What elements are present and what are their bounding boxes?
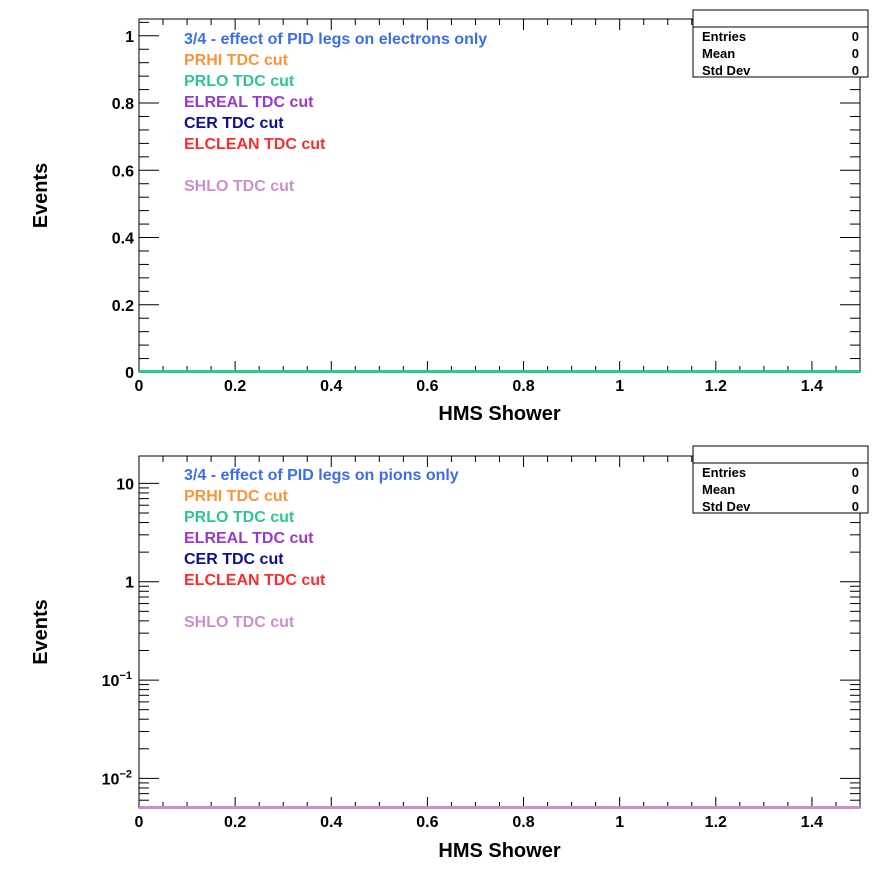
x-tick-label: 1.4 bbox=[801, 814, 823, 831]
stats-label: Std Dev bbox=[702, 499, 751, 514]
legend-entry: ELCLEAN TDC cut bbox=[184, 572, 326, 589]
y-tick-label: 0.2 bbox=[112, 298, 134, 315]
x-axis-title: HMS Shower bbox=[438, 840, 560, 862]
stats-value: 0 bbox=[852, 482, 859, 497]
y-tick-label: 1 bbox=[125, 29, 134, 46]
y-tick-label: 0.6 bbox=[112, 163, 134, 180]
legend-entry: ELCLEAN TDC cut bbox=[184, 136, 326, 153]
y-tick-label: 10 bbox=[116, 476, 134, 493]
x-tick-label: 0.8 bbox=[512, 814, 534, 831]
stats-label: Entries bbox=[702, 29, 746, 44]
stats-label: Std Dev bbox=[702, 63, 751, 78]
stats-label: Mean bbox=[702, 482, 735, 497]
y-tick-label: 10−2 bbox=[102, 768, 132, 788]
stats-value: 0 bbox=[852, 63, 859, 78]
stats-value: 0 bbox=[852, 499, 859, 514]
x-tick-label: 0.2 bbox=[224, 814, 246, 831]
stats-box bbox=[692, 445, 869, 514]
y-tick-label: 0.4 bbox=[112, 231, 134, 248]
legend-entry: PRHI TDC cut bbox=[184, 52, 289, 69]
x-tick-label: 0.6 bbox=[416, 814, 438, 831]
bottom-pad: 0 0.2 0.4 0.6 0.8 1 1.2 1.4 10 1 10−1 10−2 HMS Showe… bbox=[30, 445, 869, 862]
y-tick-label: 0 bbox=[125, 365, 134, 382]
y-tick-label: 0.8 bbox=[112, 96, 134, 113]
x-tick-label: 1.2 bbox=[705, 814, 727, 831]
x-tick-label: 0 bbox=[135, 814, 144, 831]
top-pad: 0 0.2 0.4 0.6 0.8 1 1.2 1.4 0 0.2 0.4 0.6 0.8 1 HMS Sh… bbox=[30, 9, 869, 425]
legend-entry: PRHI TDC cut bbox=[184, 488, 289, 505]
stats-value: 0 bbox=[852, 465, 859, 480]
legend-entry: PRLO TDC cut bbox=[184, 509, 295, 526]
x-tick-label: 0.8 bbox=[512, 378, 534, 395]
legend-entry: 3/4 - effect of PID legs on pions only bbox=[184, 467, 459, 484]
x-tick-label: 0.4 bbox=[320, 378, 342, 395]
legend-entry: SHLO TDC cut bbox=[184, 614, 295, 631]
x-tick-label: 0.6 bbox=[416, 378, 438, 395]
stats-box bbox=[692, 9, 869, 78]
x-tick-label: 0.2 bbox=[224, 378, 246, 395]
x-tick-label: 0 bbox=[135, 378, 144, 395]
stats-label: Mean bbox=[702, 46, 735, 61]
x-tick-label: 1.4 bbox=[801, 378, 823, 395]
legend-entry: SHLO TDC cut bbox=[184, 178, 295, 195]
x-tick-label: 1 bbox=[615, 814, 624, 831]
legend-entry: ELREAL TDC cut bbox=[184, 530, 314, 547]
y-axis-title: Events bbox=[30, 599, 52, 665]
legend-entry: CER TDC cut bbox=[184, 551, 284, 568]
y-axis-title: Events bbox=[30, 163, 52, 229]
y-tick-label: 10−1 bbox=[102, 670, 132, 690]
legend-entry: CER TDC cut bbox=[184, 115, 284, 132]
legend-entry: ELREAL TDC cut bbox=[184, 94, 314, 111]
x-tick-label: 0.4 bbox=[320, 814, 342, 831]
stats-value: 0 bbox=[852, 29, 859, 44]
legend-entry: PRLO TDC cut bbox=[184, 73, 295, 90]
stats-label: Entries bbox=[702, 465, 746, 480]
x-axis-title: HMS Shower bbox=[438, 403, 560, 425]
stats-value: 0 bbox=[852, 46, 859, 61]
x-tick-label: 1.2 bbox=[705, 378, 727, 395]
legend-entry: 3/4 - effect of PID legs on electrons on… bbox=[184, 31, 487, 48]
x-tick-label: 1 bbox=[615, 378, 624, 395]
y-tick-label: 1 bbox=[125, 575, 134, 592]
